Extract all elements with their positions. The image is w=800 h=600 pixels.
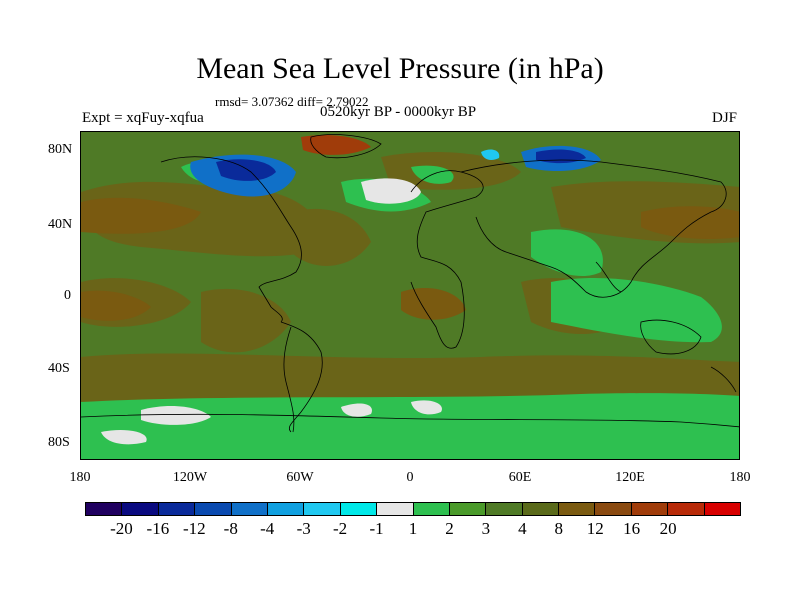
x-label-180e: 180 [729,470,751,485]
colorbar-label: -16 [146,519,170,538]
colorbar-swatch [413,502,450,516]
y-label-40s: 40S [48,361,70,376]
colorbar-label: -8 [223,519,238,538]
colorbar-label: -1 [369,519,384,538]
colorbar-swatch [158,502,196,516]
colorbar-swatch [377,502,414,516]
colorbar-swatch [631,502,669,516]
colorbar-label: 1 [408,519,418,538]
colorbar-label: 16 [623,519,641,538]
colorbar-label: 2 [445,519,454,538]
colorbar-swatch [486,502,523,516]
colorbar-label: -4 [260,519,275,538]
colorbar-label: 4 [518,519,527,538]
y-label-80s: 80S [48,435,70,450]
colorbar-swatch [704,502,742,516]
y-label-0: 0 [64,288,71,303]
x-label-120w: 120W [172,470,208,485]
x-label-60e: 60E [508,470,532,485]
x-label-60w: 60W [286,470,314,485]
colorbar-swatch [85,502,123,516]
colorbar-label: 3 [481,519,491,538]
colorbar-swatch [595,502,632,516]
blue-regions [190,145,601,197]
pressure-map [80,131,740,460]
colorbar-swatch [340,502,378,516]
colorbar-label: 20 [659,519,677,538]
red-regions [301,135,371,155]
colorbar-swatch [122,502,159,516]
map-canvas [81,132,739,459]
colorbar-swatch [522,502,560,516]
y-label-80n: 80N [48,142,73,157]
chart-title: Mean Sea Level Pressure (in hPa) [196,52,604,85]
colorbar-label: -20 [110,519,133,538]
colorbar-label: -2 [333,519,348,538]
brown-regions [81,197,739,321]
colorbar-swatch [449,502,487,516]
experiment-label: Expt = xqFuy-xqfua [82,110,204,126]
x-label-0: 0 [406,470,414,485]
colorbar-swatch [559,502,596,516]
colorbar-swatch [231,502,268,516]
colorbar-label: -3 [296,519,311,538]
colorbar-swatch [195,502,232,516]
colorbar-label: 8 [554,519,564,538]
period-label: 0520kyr BP - 0000kyr BP [320,104,477,120]
colorbar-label: 12 [586,519,604,538]
colorbar-swatch [668,502,705,516]
x-label-180w: 180 [69,470,91,485]
y-label-40n: 40N [48,217,73,232]
colorbar-swatch [267,502,305,516]
colorbar-label: -12 [182,519,206,538]
stats-label: rmsd= 3.07362 diff= 2.79022 [215,94,369,109]
white-regions [101,178,442,445]
coastlines [81,134,739,433]
season-label: DJF [712,110,738,126]
colorbar-swatch [304,502,341,516]
x-label-120e: 120E [615,470,645,485]
colorbar [85,502,742,516]
